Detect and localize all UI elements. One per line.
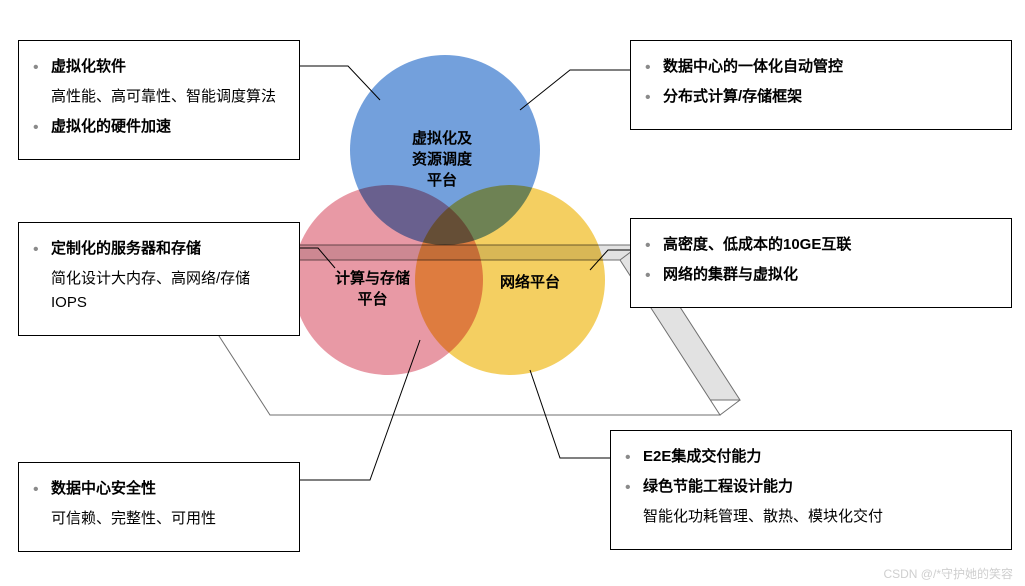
card-item-title: 分布式计算/存储框架 <box>663 88 802 105</box>
bullet-icon: • <box>645 85 651 111</box>
card-item-title: 网络的集群与虚拟化 <box>663 266 798 283</box>
card-item-title: 绿色节能工程设计能力 <box>643 478 793 495</box>
card-virtualization-software: • 虚拟化软件高性能、高可靠性、智能调度算法 • 虚拟化的硬件加速 <box>18 40 300 160</box>
card-item: • 绿色节能工程设计能力 <box>621 475 997 499</box>
venn-label-virtualization: 虚拟化及资源调度平台 <box>412 128 472 191</box>
bullet-icon: • <box>33 55 39 81</box>
card-item-title: 数据中心的一体化自动管控 <box>663 58 843 75</box>
bullet-icon: • <box>33 477 39 503</box>
card-network-10ge: • 高密度、低成本的10GE互联 • 网络的集群与虚拟化 <box>630 218 1012 308</box>
card-item-title: 定制化的服务器和存储 <box>51 240 201 257</box>
venn-label-compute-storage: 计算与存储平台 <box>335 268 410 310</box>
watermark: CSDN @/*守护她的笑容 <box>883 565 1013 582</box>
connector-bot-right <box>530 370 610 458</box>
card-item: • 高密度、低成本的10GE互联 <box>641 233 997 257</box>
card-item: • 定制化的服务器和存储 <box>29 237 285 261</box>
bullet-icon: • <box>625 445 631 471</box>
card-item-title: 虚拟化的硬件加速 <box>51 118 171 135</box>
diagram-stage: 虚拟化及资源调度平台 计算与存储平台 网络平台 • 虚拟化软件高性能、高可靠性、智… <box>0 0 1025 586</box>
card-item-sub: 可信赖、完整性、可用性 <box>29 507 285 531</box>
card-item-title: E2E集成交付能力 <box>643 448 761 465</box>
card-item: • 数据中心的一体化自动管控 <box>641 55 997 79</box>
card-item: • 数据中心安全性 <box>29 477 285 501</box>
bullet-icon: • <box>645 55 651 81</box>
card-item: • 虚拟化软件 <box>29 55 285 79</box>
platform-edge <box>720 400 740 415</box>
card-custom-server-storage: • 定制化的服务器和存储简化设计大内存、高网络/存储IOPS <box>18 222 300 336</box>
card-item-sub: 高性能、高可靠性、智能调度算法 <box>29 85 285 109</box>
card-item: • E2E集成交付能力 <box>621 445 997 469</box>
bullet-icon: • <box>645 263 651 289</box>
card-item: • 分布式计算/存储框架 <box>641 85 997 109</box>
card-item-title: 虚拟化软件 <box>51 58 126 75</box>
card-item-title: 数据中心安全性 <box>51 480 156 497</box>
bullet-icon: • <box>33 115 39 141</box>
card-datacenter-mgmt: • 数据中心的一体化自动管控 • 分布式计算/存储框架 <box>630 40 1012 130</box>
bullet-icon: • <box>625 475 631 501</box>
card-item-sub: 简化设计大内存、高网络/存储IOPS <box>29 267 285 315</box>
bullet-icon: • <box>645 233 651 259</box>
card-item-sub: 智能化功耗管理、散热、模块化交付 <box>621 505 997 529</box>
card-item: • 虚拟化的硬件加速 <box>29 115 285 139</box>
venn-label-network: 网络平台 <box>500 272 560 293</box>
bullet-icon: • <box>33 237 39 263</box>
card-item: • 网络的集群与虚拟化 <box>641 263 997 287</box>
card-item-title: 高密度、低成本的10GE互联 <box>663 236 851 253</box>
card-e2e-delivery: • E2E集成交付能力 • 绿色节能工程设计能力智能化功耗管理、散热、模块化交付 <box>610 430 1012 550</box>
card-datacenter-security: • 数据中心安全性可信赖、完整性、可用性 <box>18 462 300 552</box>
connector-top-right <box>520 70 630 110</box>
